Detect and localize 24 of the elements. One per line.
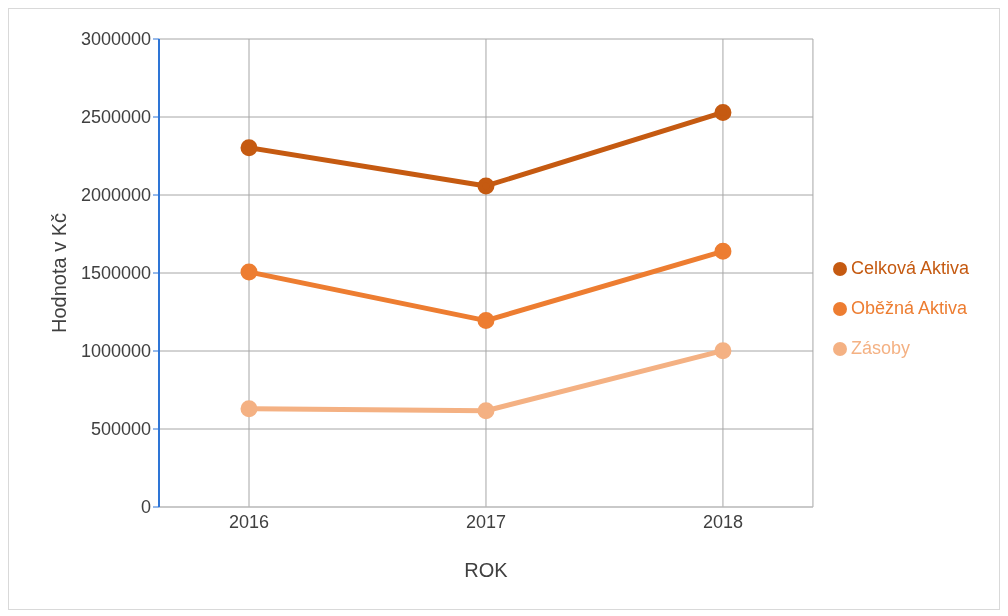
y-axis-title: Hodnota v Kč	[48, 212, 71, 334]
point	[714, 342, 732, 360]
y-tick-label: 2500000	[80, 107, 151, 128]
y-tick-label: 3000000	[80, 29, 151, 50]
legend-label: Zásoby	[850, 338, 910, 358]
y-tick-label: 2000000	[80, 185, 151, 206]
point	[714, 103, 732, 121]
point	[714, 242, 732, 260]
legend-label: Oběžná Aktiva	[850, 298, 968, 318]
point	[477, 312, 495, 330]
y-tick-label: 500000	[90, 419, 151, 440]
x-tick-label: 2016	[228, 511, 270, 532]
y-tick-label: 1000000	[80, 341, 151, 362]
x-axis-title: ROK	[464, 559, 509, 581]
point	[240, 139, 258, 157]
point	[477, 177, 495, 195]
point	[477, 402, 495, 420]
y-tick-label: 1500000	[80, 263, 151, 284]
y-tick-label: 0	[140, 497, 151, 518]
legend-label: Celková Aktiva	[850, 258, 969, 278]
point	[240, 263, 258, 281]
x-tick-label: 2018	[702, 511, 743, 532]
point	[240, 400, 258, 418]
x-tick-label: 2017	[465, 511, 506, 532]
